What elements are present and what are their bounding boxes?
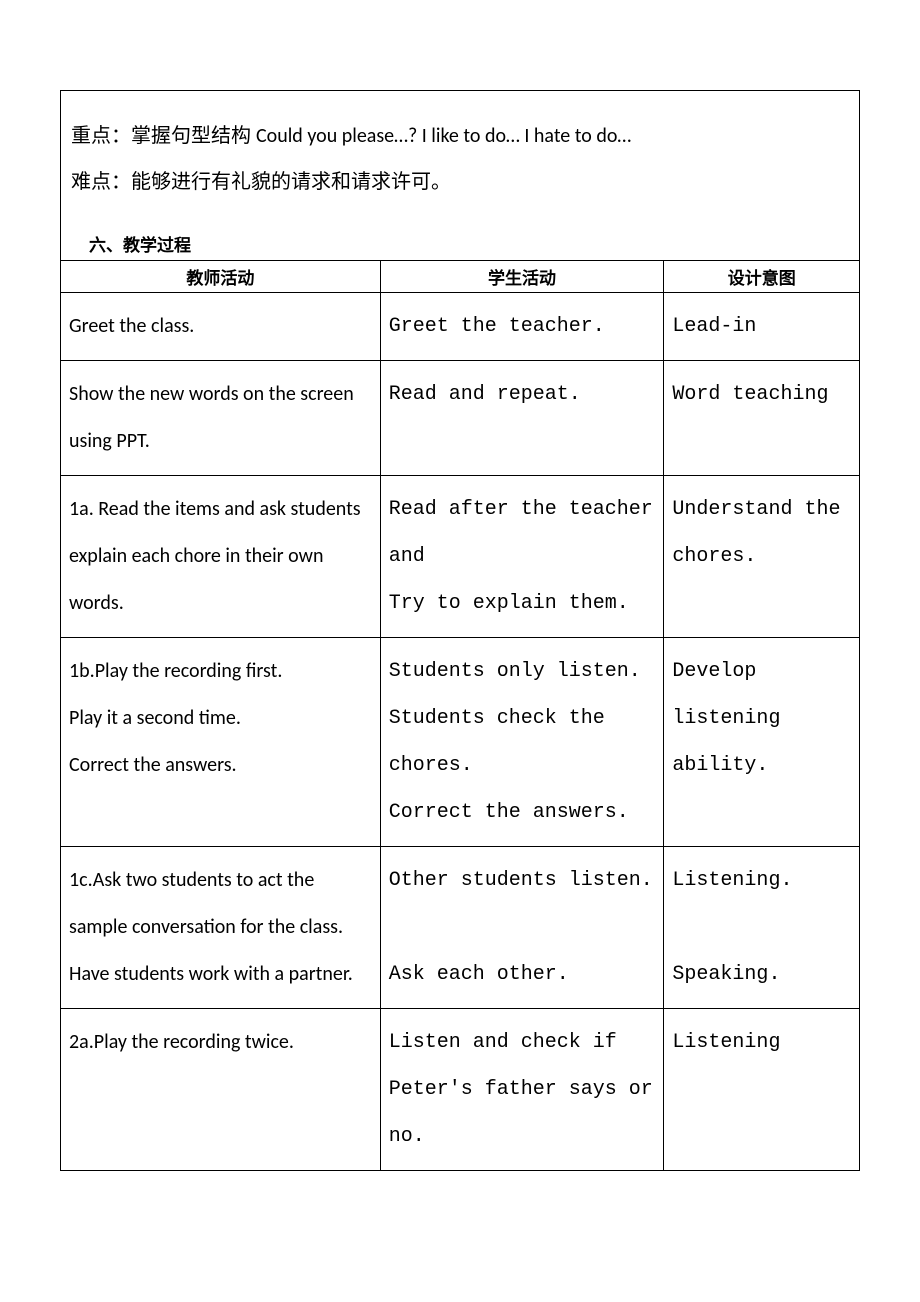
key-point-prefix: 重点：掌握句型结构 (71, 125, 256, 147)
cell-intent: Develop listening ability. (664, 638, 859, 847)
key-point-line: 重点：掌握句型结构 Could you please…? I like to d… (71, 113, 849, 159)
cell-teacher: 1b.Play the recording first.Play it a se… (61, 638, 380, 847)
cell-teacher: 1c.Ask two students to act the sample co… (61, 847, 380, 1009)
cell-intent: Listening (664, 1009, 859, 1171)
cell-intent: Understand the chores. (664, 476, 859, 638)
cell-intent: Lead-in (664, 293, 859, 361)
cell-student: Listen and check if Peter's father says … (380, 1009, 664, 1171)
cell-student: Read after the teacher andTry to explain… (380, 476, 664, 638)
table-row: 1a. Read the items and ask students expl… (61, 476, 859, 638)
table-row: 1b.Play the recording first.Play it a se… (61, 638, 859, 847)
table-row: Greet the class. Greet the teacher. Lead… (61, 293, 859, 361)
cell-intent: Word teaching (664, 361, 859, 476)
cell-teacher: 2a.Play the recording twice. (61, 1009, 380, 1171)
teaching-process-table: 教师活动 学生活动 设计意图 Greet the class. Greet th… (61, 260, 859, 1171)
cell-teacher: Show the new words on the screen using P… (61, 361, 380, 476)
header-intent: 设计意图 (664, 261, 859, 293)
table-row: 1c.Ask two students to act the sample co… (61, 847, 859, 1009)
cell-teacher: 1a. Read the items and ask students expl… (61, 476, 380, 638)
difficulty-line: 难点：能够进行有礼貌的请求和请求许可。 (71, 159, 849, 205)
header-teacher: 教师活动 (61, 261, 380, 293)
header-student: 学生活动 (380, 261, 664, 293)
cell-student: Read and repeat. (380, 361, 664, 476)
cell-teacher: Greet the class. (61, 293, 380, 361)
cell-student: Students only listen.Students check the … (380, 638, 664, 847)
key-difficulty-block: 重点：掌握句型结构 Could you please…? I like to d… (61, 91, 859, 227)
cell-student: Greet the teacher. (380, 293, 664, 361)
cell-student: Other students listen. Ask each other. (380, 847, 664, 1009)
key-point-english: Could you please…? I like to do… I hate … (256, 124, 631, 148)
cell-intent: Listening. Speaking. (664, 847, 859, 1009)
section-title: 六、教学过程 (61, 227, 859, 260)
table-row: 2a.Play the recording twice. Listen and … (61, 1009, 859, 1171)
table-row: Show the new words on the screen using P… (61, 361, 859, 476)
